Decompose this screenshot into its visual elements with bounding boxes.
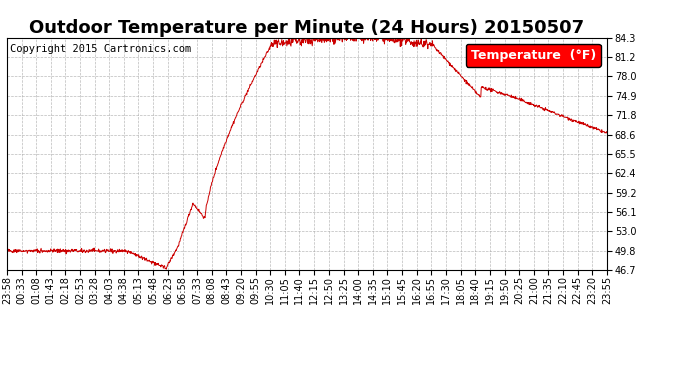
Temperature  (°F) bbox=[533, 103, 541, 108]
Temperature  (°F) bbox=[3, 248, 11, 253]
Title: Outdoor Temperature per Minute (24 Hours) 20150507: Outdoor Temperature per Minute (24 Hours… bbox=[30, 20, 584, 38]
Temperature  (°F) bbox=[121, 250, 130, 254]
Temperature  (°F) bbox=[603, 129, 611, 134]
Temperature  (°F) bbox=[340, 28, 348, 33]
Temperature  (°F) bbox=[162, 267, 170, 272]
Temperature  (°F) bbox=[480, 86, 488, 90]
Legend: Temperature  (°F): Temperature (°F) bbox=[466, 44, 601, 67]
Temperature  (°F) bbox=[136, 256, 144, 260]
Temperature  (°F) bbox=[401, 38, 409, 42]
Temperature  (°F) bbox=[204, 198, 212, 202]
Text: Copyright 2015 Cartronics.com: Copyright 2015 Cartronics.com bbox=[10, 45, 191, 54]
Line: Temperature  (°F): Temperature (°F) bbox=[7, 30, 607, 269]
